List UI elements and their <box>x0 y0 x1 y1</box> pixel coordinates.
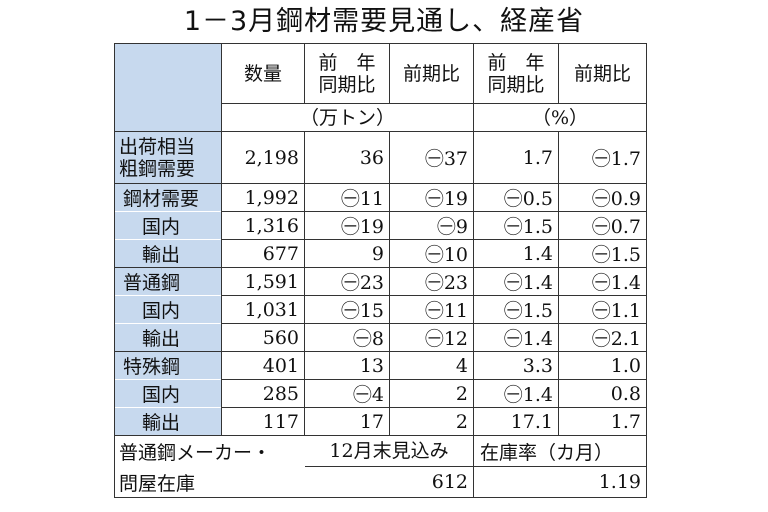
cell-value: 17 <box>304 407 390 436</box>
cell-value: ㊀0.7 <box>558 211 647 240</box>
cell-value: ㊀37 <box>389 131 474 184</box>
table-row: 特殊鋼 401 13 4 3.3 1.0 <box>114 351 647 380</box>
footer-row-header: 普通鋼メーカー・ 12月末見込み 在庫率（カ月） <box>114 435 647 467</box>
cell-value: 1,992 <box>221 183 305 212</box>
cell-value: ㊀15 <box>304 295 390 324</box>
cell-value: ㊀9 <box>389 211 474 240</box>
cell-value: ㊀1.1 <box>558 295 647 324</box>
cell-value: 13 <box>304 351 390 380</box>
footer-col1-value: 612 <box>304 466 474 498</box>
cell-value: 1.7 <box>473 131 559 184</box>
cell-value: 401 <box>221 351 305 380</box>
header-yoy-pct: 前 年 同期比 <box>473 43 559 104</box>
table-row: 国内 1,316 ㊀19 ㊀9 ㊀1.5 ㊀0.7 <box>114 211 647 240</box>
cell-value: ㊀1.5 <box>473 211 559 240</box>
cell-value: 285 <box>221 379 305 408</box>
cell-value: ㊀1.5 <box>558 239 647 268</box>
cell-value: 2 <box>389 379 474 408</box>
footer-row-values: 問屋在庫 612 1.19 <box>114 466 647 498</box>
row-label-crude-steel: 出荷相当 粗鋼需要 <box>114 131 222 184</box>
cell-value: ㊀1.4 <box>473 323 559 352</box>
table-row: 輸出 117 17 2 17.1 1.7 <box>114 407 647 436</box>
cell-value: 1,031 <box>221 295 305 324</box>
cell-value: ㊀11 <box>389 295 474 324</box>
header-qoq-pct: 前期比 <box>558 43 647 104</box>
cell-value: 0.8 <box>558 379 647 408</box>
cell-value: 1.0 <box>558 351 647 380</box>
steel-demand-table: 数量 前 年 同期比 前期比 前 年 同期比 前期比 （万トン） （%） 出荷相… <box>114 43 647 498</box>
cell-value: 1,591 <box>221 267 305 296</box>
footer-col2-header: 在庫率（カ月） <box>473 435 647 467</box>
cell-value: ㊀1.4 <box>473 379 559 408</box>
header-qoq: 前期比 <box>389 43 474 104</box>
cell-value: 17.1 <box>473 407 559 436</box>
footer-label-line2: 問屋在庫 <box>114 466 305 498</box>
cell-value: 3.3 <box>473 351 559 380</box>
header-row: 数量 前 年 同期比 前期比 前 年 同期比 前期比 <box>114 43 647 132</box>
units-row: （万トン） （%） <box>115 103 647 132</box>
row-label-steel-demand: 鋼材需要 <box>114 183 222 212</box>
row-label-domestic: 国内 <box>114 211 222 240</box>
cell-value: ㊀0.9 <box>558 183 647 212</box>
cell-value: 1.7 <box>558 407 647 436</box>
header-corner <box>114 43 222 132</box>
row-label-special-steel: 特殊鋼 <box>114 351 222 380</box>
header-yoy: 前 年 同期比 <box>304 43 390 104</box>
cell-value: ㊀8 <box>304 323 390 352</box>
cell-value: 1.4 <box>473 239 559 268</box>
footer-label-line1: 普通鋼メーカー・ <box>114 435 305 467</box>
cell-value: 36 <box>304 131 390 184</box>
cell-value: ㊀23 <box>389 267 474 296</box>
cell-value: 677 <box>221 239 305 268</box>
header-quantity: 数量 <box>221 43 305 104</box>
table-row: 国内 285 ㊀4 2 ㊀1.4 0.8 <box>114 379 647 408</box>
cell-value: ㊀1.4 <box>473 267 559 296</box>
cell-value: ㊀19 <box>304 211 390 240</box>
cell-value: 2,198 <box>221 131 305 184</box>
cell-value: 2 <box>389 407 474 436</box>
row-label-export: 輸出 <box>114 407 222 436</box>
cell-value: ㊀0.5 <box>473 183 559 212</box>
cell-value: ㊀1.4 <box>558 267 647 296</box>
row-label-ordinary-steel: 普通鋼 <box>114 267 222 296</box>
cell-value: ㊀10 <box>389 239 474 268</box>
unit-percent: （%） <box>473 103 647 132</box>
table-row: 鋼材需要 1,992 ㊀11 ㊀19 ㊀0.5 ㊀0.9 <box>114 183 647 212</box>
cell-value: ㊀1.5 <box>473 295 559 324</box>
unit-tons: （万トン） <box>221 103 474 132</box>
cell-value: ㊀1.7 <box>558 131 647 184</box>
cell-value: ㊀12 <box>389 323 474 352</box>
figure-title: 1－3月鋼材需要見通し、経産省 <box>183 6 585 37</box>
cell-value: ㊀23 <box>304 267 390 296</box>
cell-value: 4 <box>389 351 474 380</box>
footer-col1-header: 12月末見込み <box>304 435 474 467</box>
row-label-domestic: 国内 <box>114 295 222 324</box>
table-row: 国内 1,031 ㊀15 ㊀11 ㊀1.5 ㊀1.1 <box>114 295 647 324</box>
table-row: 出荷相当 粗鋼需要 2,198 36 ㊀37 1.7 ㊀1.7 <box>114 131 647 184</box>
cell-value: 9 <box>304 239 390 268</box>
cell-value: 1,316 <box>221 211 305 240</box>
footer-col2-value: 1.19 <box>473 466 647 498</box>
table-row: 輸出 677 9 ㊀10 1.4 ㊀1.5 <box>114 239 647 268</box>
row-label-export: 輸出 <box>114 239 222 268</box>
table-row: 普通鋼 1,591 ㊀23 ㊀23 ㊀1.4 ㊀1.4 <box>114 267 647 296</box>
row-label-domestic: 国内 <box>114 379 222 408</box>
cell-value: 117 <box>221 407 305 436</box>
steel-demand-table-figure: 1－3月鋼材需要見通し、経産省 数量 前 年 同期比 前期比 前 年 同期比 前… <box>114 0 654 512</box>
cell-value: ㊀11 <box>304 183 390 212</box>
cell-value: ㊀4 <box>304 379 390 408</box>
row-label-export: 輸出 <box>114 323 222 352</box>
cell-value: 560 <box>221 323 305 352</box>
table-row: 輸出 560 ㊀8 ㊀12 ㊀1.4 ㊀2.1 <box>114 323 647 352</box>
cell-value: ㊀2.1 <box>558 323 647 352</box>
cell-value: ㊀19 <box>389 183 474 212</box>
